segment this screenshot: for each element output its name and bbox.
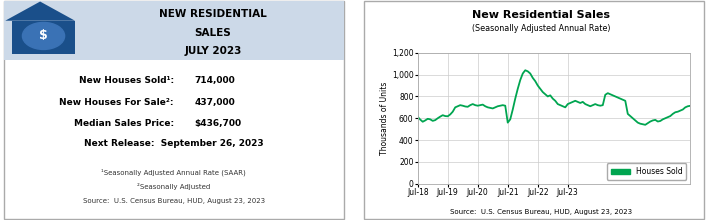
FancyBboxPatch shape xyxy=(4,1,344,60)
FancyBboxPatch shape xyxy=(4,1,344,219)
Text: 714,000: 714,000 xyxy=(194,76,235,85)
FancyBboxPatch shape xyxy=(12,21,75,55)
Text: New Houses For Sale²:: New Houses For Sale²: xyxy=(59,98,173,107)
Y-axis label: Thousands of Units: Thousands of Units xyxy=(380,82,389,155)
Text: 437,000: 437,000 xyxy=(194,98,235,107)
Text: New Residential Sales: New Residential Sales xyxy=(472,10,610,20)
Text: ¹Seasonally Adjusted Annual Rate (SAAR): ¹Seasonally Adjusted Annual Rate (SAAR) xyxy=(101,168,246,176)
Text: New Houses Sold¹:: New Houses Sold¹: xyxy=(79,76,173,85)
Text: NEW RESIDENTIAL: NEW RESIDENTIAL xyxy=(159,9,267,19)
Text: $: $ xyxy=(39,29,48,42)
Text: SALES: SALES xyxy=(195,28,232,38)
Text: Source:  U.S. Census Bureau, HUD, August 23, 2023: Source: U.S. Census Bureau, HUD, August … xyxy=(450,209,632,215)
Text: Source:  U.S. Census Bureau, HUD, August 23, 2023: Source: U.S. Census Bureau, HUD, August … xyxy=(83,198,265,204)
Polygon shape xyxy=(5,2,75,21)
Text: (Seasonally Adjusted Annual Rate): (Seasonally Adjusted Annual Rate) xyxy=(472,24,610,33)
FancyBboxPatch shape xyxy=(364,1,704,219)
Legend: Houses Sold: Houses Sold xyxy=(607,163,687,180)
Circle shape xyxy=(23,22,64,50)
Text: JULY 2023: JULY 2023 xyxy=(184,46,241,56)
Text: $436,700: $436,700 xyxy=(194,119,241,128)
Text: Median Sales Price:: Median Sales Price: xyxy=(74,119,173,128)
Text: Next Release:  September 26, 2023: Next Release: September 26, 2023 xyxy=(84,139,263,148)
Text: ²Seasonally Adjusted: ²Seasonally Adjusted xyxy=(137,183,210,190)
